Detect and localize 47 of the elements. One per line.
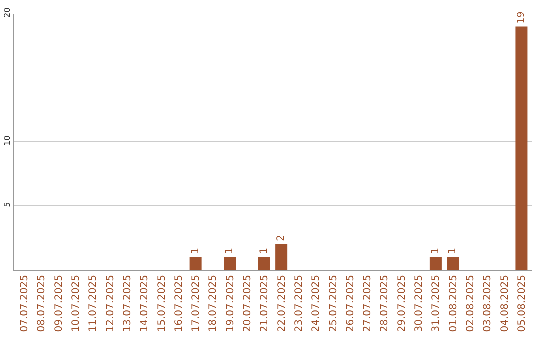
x-tick-label: 30.07.2025 (414, 275, 426, 332)
x-tick-label: 09.07.2025 (54, 275, 65, 332)
data-label: 19 (516, 12, 528, 24)
x-tick-label: 01.08.2025 (448, 275, 460, 332)
bar (224, 257, 236, 270)
x-tick-label: 05.08.2025 (516, 275, 528, 332)
x-tick-label: 31.07.2025 (431, 275, 442, 332)
x-tick-label: 21.07.2025 (260, 275, 271, 332)
x-tick-label: 24.07.2025 (311, 275, 322, 332)
x-tick-label: 18.07.2025 (208, 275, 220, 332)
bar (258, 257, 270, 270)
x-tick-label: 16.07.2025 (174, 275, 185, 332)
x-tick-label: 14.07.2025 (140, 275, 151, 332)
bar (516, 26, 528, 270)
x-tick-label: 28.07.2025 (380, 275, 391, 332)
x-tick-label: 17.07.2025 (191, 275, 202, 332)
bar (276, 244, 288, 270)
x-tick-label: 12.07.2025 (105, 275, 116, 332)
x-tick-label: 03.08.2025 (482, 275, 494, 332)
x-tick-label: 25.07.2025 (328, 275, 340, 332)
x-tick-label: 15.07.2025 (156, 275, 168, 332)
y-tick-label: 10 (2, 136, 12, 146)
data-label: 1 (190, 248, 202, 254)
y-tick-label: 20 (2, 8, 12, 18)
x-tick-label: 08.07.2025 (36, 275, 48, 332)
x-tick-label: 07.07.2025 (20, 275, 31, 332)
x-tick-label: 19.07.2025 (225, 275, 236, 332)
data-label: 1 (258, 248, 270, 254)
x-tick-label: 04.08.2025 (500, 275, 511, 332)
bar (447, 257, 460, 270)
data-label: 1 (430, 248, 442, 254)
x-tick-label: 13.07.2025 (122, 275, 134, 332)
x-tick-label: 10.07.2025 (71, 275, 82, 332)
x-tick-label: 26.07.2025 (345, 275, 356, 332)
x-tick-label: 02.08.2025 (466, 275, 476, 332)
data-label: 1 (448, 248, 459, 254)
x-tick-label: 20.07.2025 (242, 275, 254, 332)
y-tick-label: 5 (2, 202, 12, 208)
x-tick-label: 23.07.2025 (294, 275, 305, 332)
data-label: 1 (224, 248, 236, 254)
bar (430, 257, 442, 270)
x-tick-label: 11.07.2025 (88, 275, 100, 332)
x-tick-label: 29.07.2025 (396, 275, 408, 332)
x-tick-label: 27.07.2025 (362, 275, 374, 332)
x-tick-label: 22.07.2025 (276, 275, 288, 332)
bar (190, 257, 202, 270)
data-label: 2 (276, 235, 288, 242)
